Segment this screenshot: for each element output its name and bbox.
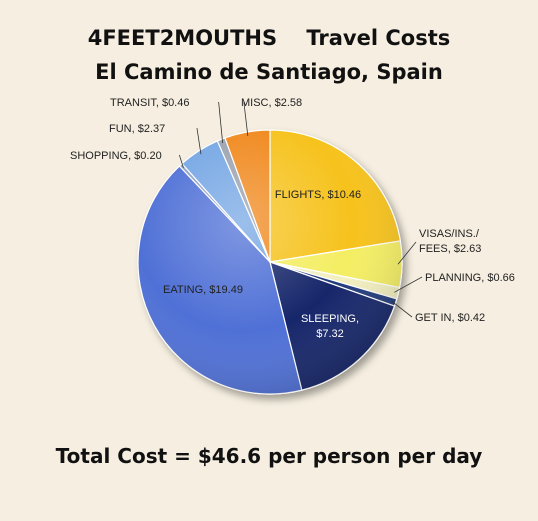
leader-line (397, 241, 417, 265)
data-label: FLIGHTS, $10.46 (275, 189, 361, 201)
brand-name: 4FEET2MOUTHS (87, 26, 278, 50)
data-label: TRANSIT, $0.46 (110, 97, 189, 109)
data-label: PLANNING, $0.66 (425, 272, 515, 284)
leader-line (243, 101, 249, 136)
title-text: Travel Costs (306, 26, 451, 50)
leader-line (391, 300, 413, 318)
chart-title: 4FEET2MOUTHS Travel Costs (0, 26, 538, 50)
leader-line (218, 101, 224, 144)
leader-line (179, 154, 184, 168)
total-cost: Total Cost = $46.6 per person per day (55, 444, 483, 468)
data-label: MISC, $2.58 (241, 97, 302, 109)
data-label: EATING, $19.49 (163, 284, 243, 296)
leader-line (394, 276, 423, 293)
chart-subtitle: El Camino de Santiago, Spain (95, 60, 443, 84)
leader-line (196, 127, 202, 155)
data-label: VISAS/INS./FEES, $2.63 (419, 228, 481, 255)
data-label: SLEEPING, $7.32 (301, 313, 359, 340)
data-label: SHOPPING, $0.20 (70, 150, 162, 162)
data-label: FUN, $2.37 (109, 123, 165, 135)
data-label: GET IN, $0.42 (415, 312, 485, 324)
